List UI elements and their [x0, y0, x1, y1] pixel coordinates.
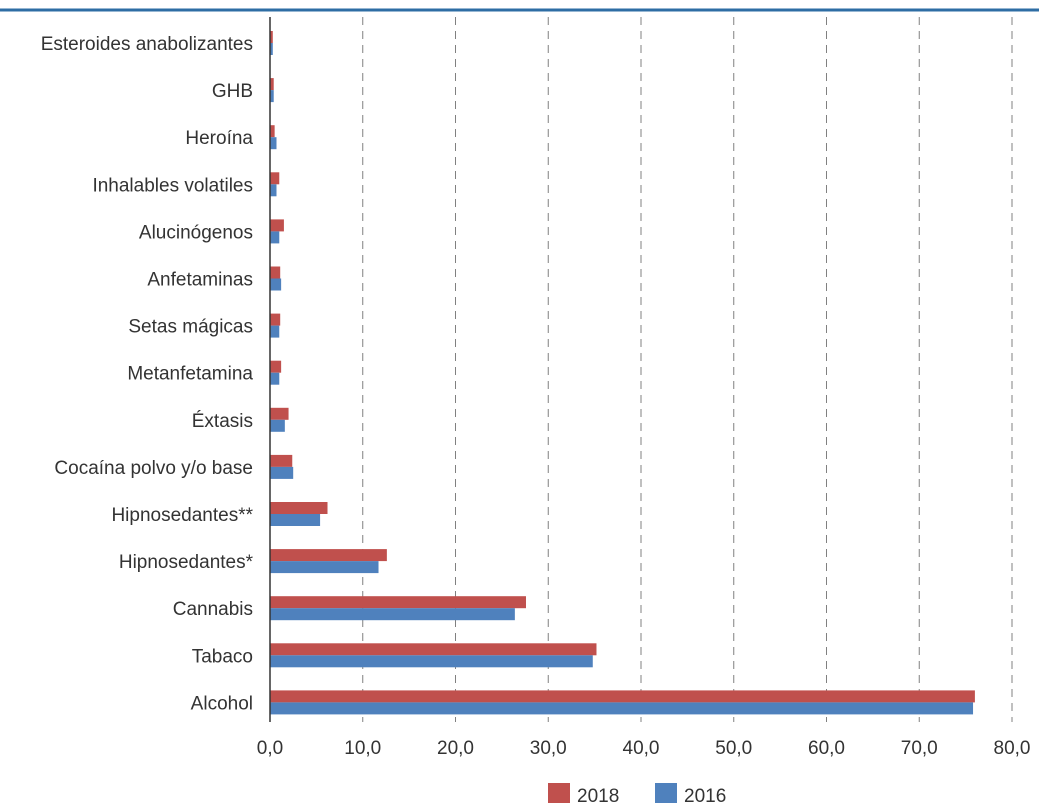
x-tick-label: 40,0	[623, 738, 660, 759]
bar-2016	[270, 184, 277, 197]
x-tick-label: 0,0	[257, 738, 283, 759]
bar-2016	[270, 137, 277, 150]
category-labels: Esteroides anabolizantes GHB Heroína Inhala…	[41, 34, 254, 714]
bar-2018	[270, 690, 975, 703]
bar-2016	[270, 514, 321, 526]
bar-2018	[270, 502, 328, 514]
bars	[270, 31, 975, 715]
bar-2016	[270, 561, 379, 574]
bar-2016	[270, 43, 273, 55]
bar-2016	[270, 278, 282, 291]
category-label: Alcohol	[191, 693, 253, 714]
bar-2016	[270, 419, 285, 432]
gridlines	[362, 17, 1013, 722]
x-tick-label: 20,0	[437, 738, 474, 759]
bar-2018	[270, 549, 387, 562]
bar-2016	[270, 372, 280, 385]
bar-2018	[270, 31, 273, 43]
bar-2016	[270, 655, 593, 668]
legend-label-2016: 2016	[684, 786, 726, 805]
bar-2016	[270, 90, 274, 103]
bar-2016	[270, 608, 515, 621]
bar-2018	[270, 407, 289, 420]
bar-2018	[270, 78, 274, 91]
x-tick-label: 50,0	[715, 738, 752, 759]
bar-2018	[270, 313, 281, 326]
category-label: Cannabis	[173, 599, 253, 620]
bar-2018	[270, 125, 275, 138]
bar-2018	[270, 219, 284, 232]
x-tick-label: 80,0	[994, 738, 1031, 759]
category-label: Éxtasis	[192, 411, 253, 432]
bar-2016	[270, 231, 280, 244]
category-label: Cocaína polvo y/o base	[54, 458, 253, 479]
category-label: Heroína	[185, 128, 253, 149]
bar-2016	[270, 466, 294, 479]
bar-2018	[270, 596, 526, 609]
bar-2018	[270, 643, 597, 656]
x-tick-label: 60,0	[808, 738, 845, 759]
bar-2018	[270, 360, 282, 373]
category-label: GHB	[212, 81, 253, 102]
legend-swatch-2018	[548, 783, 570, 803]
category-label: Hipnosedantes*	[119, 552, 254, 573]
x-tick-label: 30,0	[530, 738, 567, 759]
bar-2016	[270, 325, 280, 338]
category-label: Tabaco	[192, 646, 253, 667]
bar-2018	[270, 454, 293, 467]
category-label: Anfetaminas	[147, 270, 253, 291]
bar-2018	[270, 266, 281, 279]
category-label: Alucinógenos	[139, 222, 253, 243]
bar-2016	[270, 702, 974, 715]
legend-swatch-2016	[655, 783, 677, 803]
legend-label-2018: 2018	[577, 786, 619, 805]
category-label: Esteroides anabolizantes	[41, 34, 253, 55]
x-tick-labels: 0,0 10,0 20,0 30,0 40,0 50,0 60,0 70,0 80,0	[257, 738, 1031, 759]
category-label: Setas mágicas	[128, 317, 253, 338]
x-tick-label: 70,0	[901, 738, 938, 759]
legend: 2018 2016	[548, 783, 726, 805]
category-label: Metanfetamina	[127, 364, 253, 385]
category-label: Hipnosedantes**	[111, 505, 253, 526]
x-tick-label: 10,0	[344, 738, 381, 759]
bar-2018	[270, 172, 280, 185]
category-label: Inhalables volatiles	[92, 175, 253, 196]
